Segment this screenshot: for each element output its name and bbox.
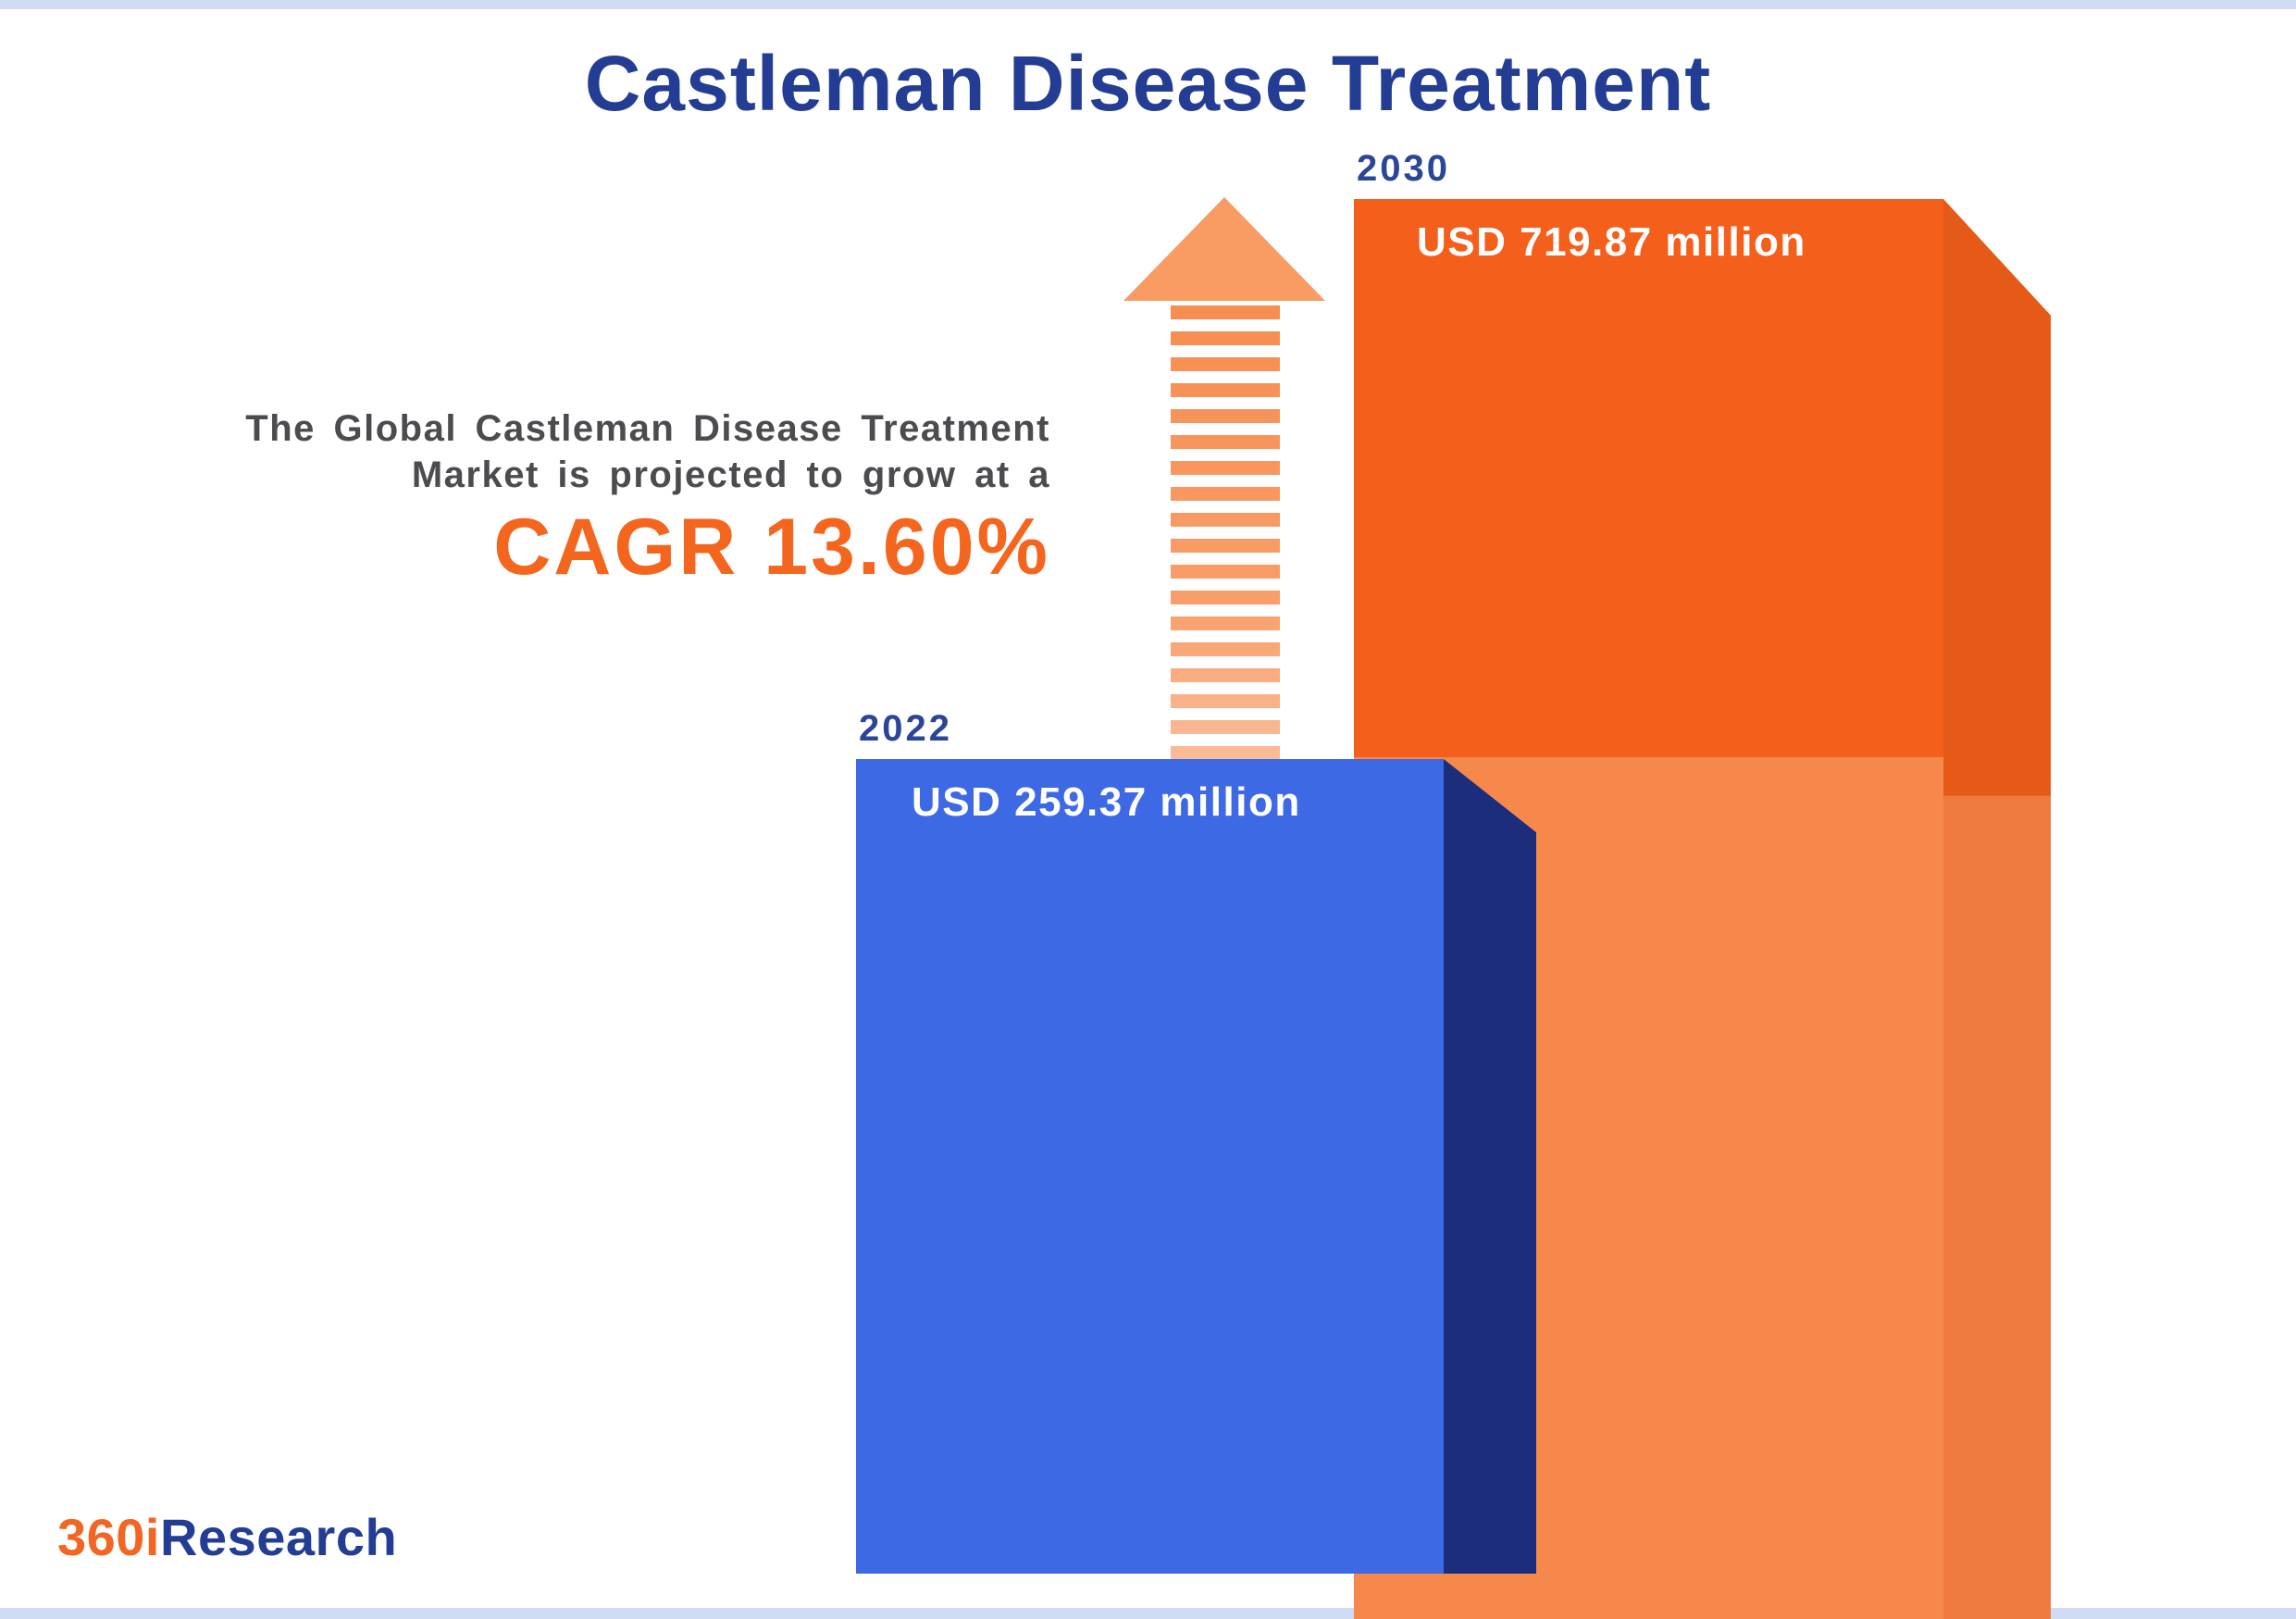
page-title: Castleman Disease Treatment — [584, 40, 1712, 127]
bar-2030-year-label: 2030 — [1357, 148, 1450, 189]
bar-2022-value-label: USD 259.37 million — [912, 779, 1301, 825]
frame-top-strip — [0, 0, 2296, 9]
bar-2030-side — [1943, 199, 2051, 1619]
bar-2022-year-label: 2022 — [859, 708, 952, 749]
bar-2022-front: USD 259.37 million — [856, 759, 1444, 1574]
cagr-value: CAGR 13.60% — [493, 503, 1050, 592]
brand-logo-suffix: Research — [160, 1508, 398, 1566]
market-description: The Global Castleman Disease Treatment M… — [0, 405, 1050, 587]
brand-logo-prefix: 360i — [57, 1508, 160, 1566]
bar-2030-value-label: USD 719.87 million — [1417, 219, 1806, 265]
brand-logo: 360iResearch — [57, 1507, 397, 1567]
bar-2022-side — [1444, 759, 1536, 1574]
description-line-2: Market is projected to grow at a — [411, 455, 1050, 495]
up-arrow-icon — [1123, 197, 1325, 301]
description-line-1: The Global Castleman Disease Treatment — [245, 408, 1050, 449]
